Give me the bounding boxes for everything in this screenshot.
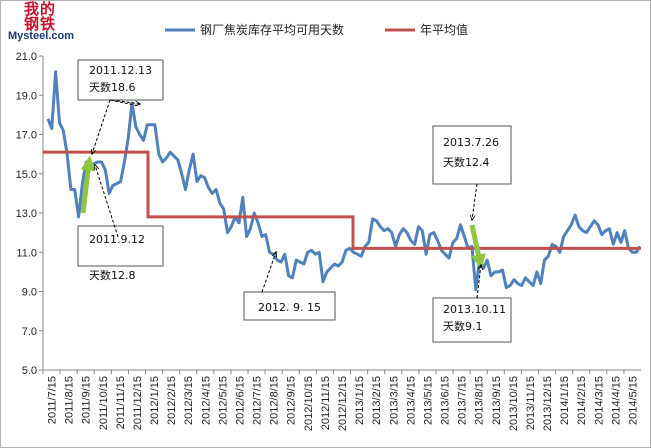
annotation-oct2013-date: 2013.10.11 (443, 303, 506, 316)
x-tick-label: 2011/9/15 (81, 376, 93, 424)
x-tick-label: 2013/1/15 (354, 376, 366, 425)
y-tick-label: 19.0 (16, 90, 37, 102)
x-tick-label: 2013/7/15 (457, 376, 469, 425)
annual-average-line (43, 150, 641, 250)
annotation-sep2011-arrow (95, 165, 119, 238)
x-tick-label: 2013/9/15 (491, 376, 503, 425)
x-tick-label: 2013/4/15 (405, 376, 417, 425)
logo-chinese-text: 我的钢铁 (24, 0, 57, 33)
annotation-jul2013-days: 天数12.4 (443, 156, 490, 169)
x-tick-label: 2013/2/15 (371, 376, 383, 425)
x-tick-label: 2014/3/15 (593, 376, 605, 425)
x-tick-label: 2012/1/15 (149, 376, 161, 425)
x-tick-label: 2012/4/15 (200, 376, 212, 425)
mysteel-logo: 我的钢铁 Mysteel.com (8, 2, 108, 46)
annotation-sep2012-box (243, 291, 336, 321)
y-tick-label: 21.0 (16, 51, 37, 63)
rise-arrow (80, 155, 96, 214)
inventory-days-line (46, 70, 642, 291)
fall-arrow (469, 224, 486, 270)
y-tick-label: 5.0 (22, 365, 37, 377)
annotation-sep2011-days: 天数12.8 (89, 269, 136, 282)
x-tick-label: 2013/5/15 (422, 376, 434, 425)
annotation-sep2012-arrow (261, 252, 276, 293)
y-tick-label: 11.0 (16, 247, 37, 259)
x-tick-label: 2012/2/15 (166, 376, 178, 425)
x-tick-label: 2012/5/15 (217, 376, 229, 425)
x-tick-label: 2012/7/15 (252, 376, 264, 425)
x-tick-label: 2014/4/15 (610, 376, 622, 425)
annotation-sep2012-date: 2012. 9. 15 (258, 301, 321, 314)
x-tick-label: 2012/12/15 (337, 376, 349, 431)
annotation-oct2013-days: 天数9.1 (443, 320, 483, 333)
y-tick-label: 7.0 (22, 326, 37, 338)
annotation-jul2013-date: 2013.7.26 (443, 136, 499, 149)
annotation-dec2011-date: 2011.12.13 (89, 64, 152, 77)
logo-english-text: Mysteel.com (8, 30, 75, 42)
annotation-dec2011-box (77, 59, 164, 101)
x-tick-label: 2014/1/15 (559, 376, 571, 425)
annotation-dec2011-days: 天数18.6 (89, 81, 136, 94)
x-tick-label: 2013/8/15 (474, 376, 486, 425)
x-tick-label: 2012/9/15 (286, 376, 298, 425)
x-tick-label: 2013/11/15 (525, 376, 537, 430)
y-tick-label: 15.0 (16, 169, 37, 181)
x-tick-label: 2011/8/15 (64, 376, 76, 424)
x-tick-label: 2012/6/15 (234, 376, 246, 425)
annotation-dec2011-arrow2 (92, 99, 111, 154)
x-tick-label: 2011/10/15 (98, 376, 110, 430)
x-tick-label: 2011/11/15 (115, 376, 127, 429)
x-tick-label: 2012/8/15 (269, 376, 281, 425)
annotation-sep2011-box (77, 225, 164, 267)
annotation-sep2011-date: 2011.9.12 (89, 233, 145, 246)
y-tick-label: 13.0 (16, 208, 37, 220)
x-tick-label: 2014/5/15 (627, 376, 639, 425)
x-tick-label: 2014/2/15 (576, 376, 588, 425)
annotation-oct2013-arrow (476, 265, 481, 299)
x-tick-label: 2011/7/15 (47, 376, 59, 424)
legend-label-average: 年平均值 (420, 22, 468, 37)
annotation-oct2013-box (432, 297, 512, 343)
x-tick-label: 2012/3/15 (183, 376, 195, 425)
x-tick-label: 2013/12/15 (542, 376, 554, 431)
x-tick-label: 2013/3/15 (388, 376, 400, 425)
legend-label-inventory: 钢厂焦炭库存平均可用天数 (200, 22, 344, 37)
annotation-jul2013-box (432, 125, 512, 185)
x-tick-label: 2012/11/15 (320, 376, 332, 430)
x-tick-label: 2013/10/15 (508, 376, 520, 431)
x-tick-label: 2011/12/15 (132, 376, 144, 430)
y-tick-label: 17.0 (16, 130, 37, 142)
y-tick-label: 9.0 (22, 287, 37, 299)
annotation-jul2013-arrow (472, 183, 478, 220)
x-tick-label: 2012/10/15 (303, 376, 315, 431)
x-tick-label: 2013/6/15 (440, 376, 452, 425)
